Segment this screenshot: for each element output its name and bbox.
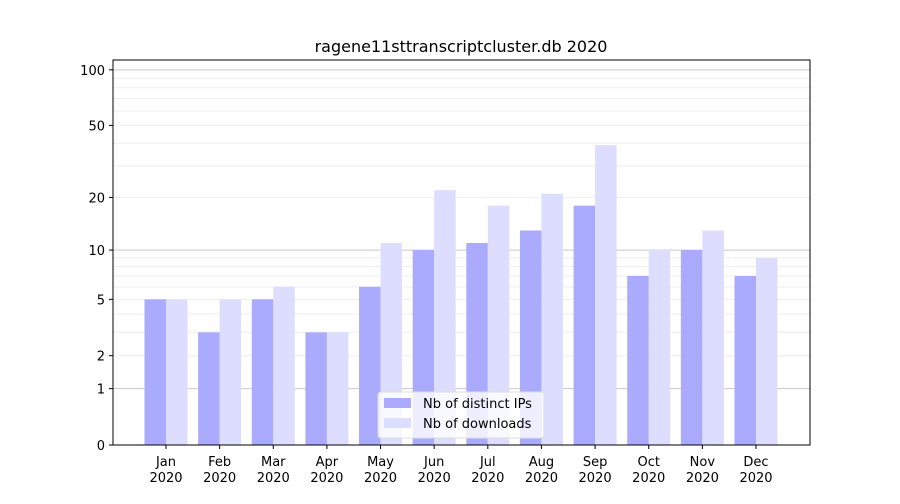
bar-downloads xyxy=(434,190,456,445)
legend-swatch xyxy=(384,398,411,408)
bar-distinct-ips xyxy=(305,332,327,445)
bar-distinct-ips xyxy=(627,275,649,445)
bar-downloads xyxy=(219,299,242,445)
bar-distinct-ips xyxy=(573,205,596,445)
legend: Nb of distinct IPs Nb of downloads xyxy=(377,391,545,439)
x-tick-label: May 2020 xyxy=(364,455,397,486)
bar-distinct-ips xyxy=(680,250,703,445)
y-tick-label: 50 xyxy=(88,119,105,134)
bar-downloads xyxy=(273,286,295,445)
x-tick-label: Feb 2020 xyxy=(203,455,236,486)
bar-distinct-ips xyxy=(359,286,381,445)
chart-title: ragene11sttranscriptcluster.db 2020 xyxy=(315,37,608,56)
x-tick-label: Nov 2020 xyxy=(686,455,719,486)
bar-downloads xyxy=(541,193,563,445)
plot-frame xyxy=(112,59,811,446)
y-tick-label: 5 xyxy=(97,293,105,308)
legend-box xyxy=(377,391,545,439)
legend-label: Nb of downloads xyxy=(423,417,532,432)
bar-downloads xyxy=(166,299,188,445)
bar-downloads xyxy=(648,250,671,445)
x-tick-label: Dec 2020 xyxy=(739,455,772,486)
y-tick-label: 1 xyxy=(97,383,105,398)
y-tick-label: 0 xyxy=(97,439,105,454)
x-tick-label: Sep 2020 xyxy=(579,455,612,486)
bar-downloads xyxy=(326,332,349,445)
y-tick-label: 10 xyxy=(88,244,105,259)
legend-label: Nb of distinct IPs xyxy=(423,397,532,412)
bar-downloads xyxy=(756,257,778,445)
x-tick-label: Apr 2020 xyxy=(310,455,343,486)
y-tick-label: 100 xyxy=(80,64,105,79)
bar-downloads xyxy=(487,205,510,445)
y-tick-label: 2 xyxy=(97,350,105,365)
x-tick-label: Jul 2020 xyxy=(471,455,504,486)
x-tick-label: Aug 2020 xyxy=(525,455,558,486)
x-tick-label: Oct 2020 xyxy=(632,455,665,486)
y-tick-label: 20 xyxy=(88,192,105,207)
bar-distinct-ips xyxy=(251,299,274,445)
bar-distinct-ips xyxy=(144,299,166,445)
bar-downloads xyxy=(595,145,617,446)
x-tick-label: Jan 2020 xyxy=(149,455,182,486)
x-tick-label: Jun 2020 xyxy=(418,455,451,486)
bar-distinct-ips xyxy=(519,230,542,445)
bar-distinct-ips xyxy=(734,275,756,445)
bar-distinct-ips xyxy=(198,332,220,445)
legend-swatch xyxy=(384,418,411,428)
bar-downloads xyxy=(702,230,724,445)
x-tick-label: Mar 2020 xyxy=(257,455,290,486)
